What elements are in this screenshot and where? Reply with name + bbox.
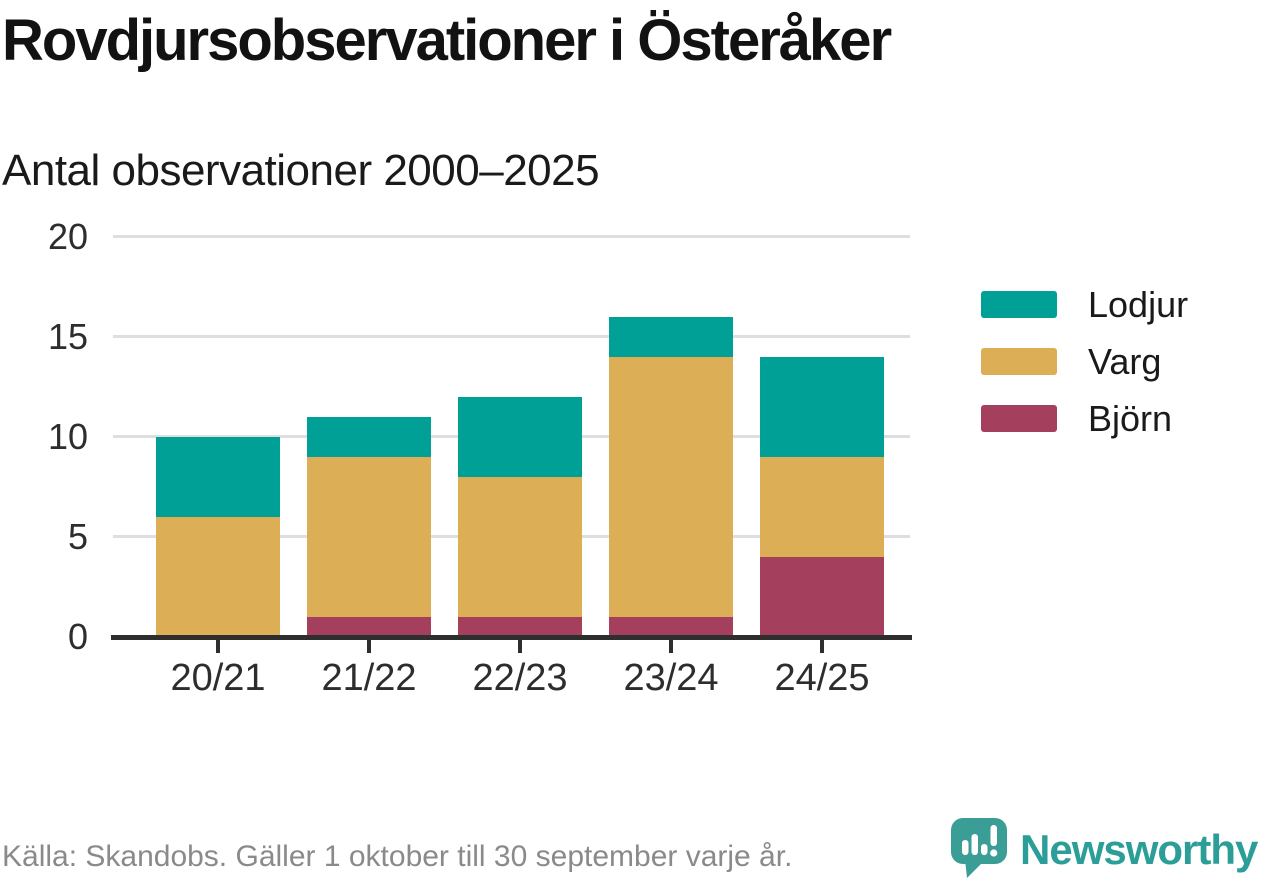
bar-segment-björn-24-25: [760, 557, 884, 637]
legend-label: Björn: [1088, 397, 1173, 439]
bar-segment-varg-23-24: [609, 357, 733, 617]
legend-label: Varg: [1088, 340, 1162, 382]
chart-title: Rovdjursobservationer i Österåker: [2, 8, 892, 73]
y-axis-label-5: 5: [67, 516, 88, 557]
legend: Lodjur Varg Björn: [981, 276, 1188, 447]
bar-segment-lodjur-24-25: [760, 357, 884, 457]
bar-segment-björn-22-23: [458, 617, 582, 637]
logo-exclamation-bar: [990, 825, 997, 846]
y-axis-label-15: 15: [47, 316, 88, 357]
logo-exclamation-dot: [990, 849, 998, 857]
bar-segment-lodjur-21-22: [307, 417, 431, 457]
bar-segment-björn-21-22: [307, 617, 431, 637]
bar-segment-lodjur-23-24: [609, 317, 733, 357]
legend-item-lodjur: Lodjur: [981, 276, 1188, 333]
x-axis-tick-20-21: [216, 640, 220, 653]
bar-segment-varg-24-25: [760, 457, 884, 557]
logo-bar-3: [981, 844, 988, 855]
legend-swatch-varg: [981, 348, 1057, 375]
gridline-15: [113, 335, 910, 338]
bar-segment-varg-22-23: [458, 477, 582, 617]
bar-segment-björn-23-24: [609, 617, 733, 637]
x-axis-line: [111, 635, 912, 640]
y-axis-label-10: 10: [47, 416, 88, 457]
y-axis-label-0: 0: [67, 616, 88, 657]
x-axis-label-22-23: 22/23: [472, 657, 568, 699]
bar-segment-varg-20-21: [156, 517, 280, 637]
x-axis-tick-22-23: [518, 640, 522, 653]
legend-swatch-björn: [981, 405, 1057, 432]
x-axis-label-20-21: 20/21: [170, 657, 266, 699]
bar-segment-lodjur-20-21: [156, 437, 280, 517]
newsworthy-logo: Newsworthy: [950, 817, 1258, 879]
legend-item-björn: Björn: [981, 390, 1188, 447]
legend-swatch-lodjur: [981, 291, 1057, 318]
x-axis-label-24-25: 24/25: [774, 657, 870, 699]
gridline-20: [113, 235, 910, 238]
newsworthy-wordmark: Newsworthy: [1020, 826, 1258, 873]
x-axis-label-21-22: 21/22: [321, 657, 417, 699]
x-axis-tick-23-24: [669, 640, 673, 653]
x-axis-label-23-24: 23/24: [623, 657, 719, 699]
x-axis-tick-24-25: [820, 640, 824, 653]
bar-segment-lodjur-22-23: [458, 397, 582, 477]
legend-label: Lodjur: [1088, 283, 1189, 325]
source-note: Källa: Skandobs. Gäller 1 oktober till 3…: [2, 840, 793, 873]
legend-item-varg: Varg: [981, 333, 1188, 390]
bar-segment-varg-21-22: [307, 457, 431, 617]
newsworthy-speech-bubble-icon: [951, 818, 1007, 878]
x-axis-tick-21-22: [367, 640, 371, 653]
logo-bar-2: [971, 834, 978, 855]
logo-bar-1: [962, 840, 969, 855]
y-axis-label-20: 20: [47, 216, 88, 257]
chart-subtitle: Antal observationer 2000–2025: [2, 146, 600, 195]
